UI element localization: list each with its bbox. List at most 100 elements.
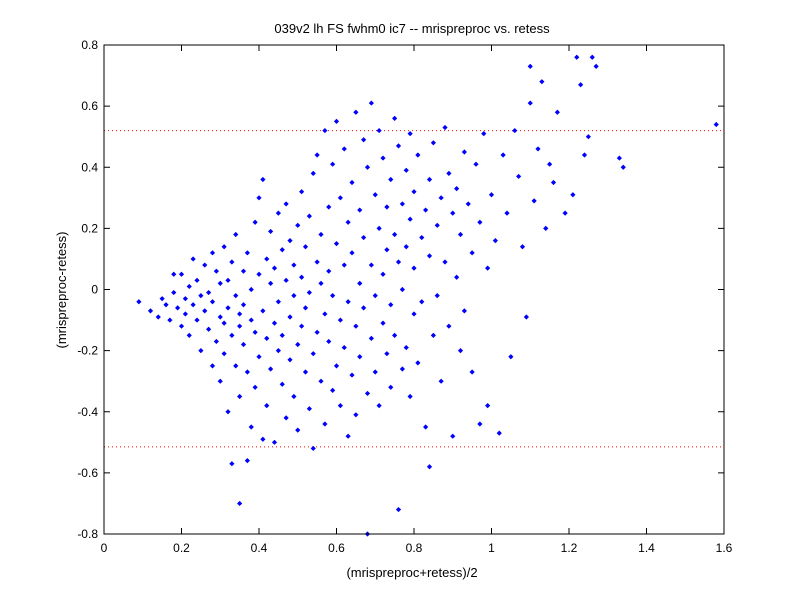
data-point (213, 338, 219, 345)
data-point (159, 296, 165, 302)
data-point (345, 299, 351, 305)
data-point (287, 357, 293, 363)
data-point (194, 317, 200, 323)
data-point (295, 427, 301, 433)
x-tick-label: 0.4 (251, 541, 268, 555)
data-point (322, 421, 328, 427)
data-point (349, 372, 355, 378)
x-tick-label: 1.4 (638, 541, 655, 555)
data-point (279, 332, 285, 338)
data-point (392, 332, 398, 338)
data-point (264, 403, 270, 409)
data-point (333, 118, 340, 125)
data-point (376, 403, 382, 409)
data-point (190, 256, 196, 262)
data-point (581, 152, 588, 158)
data-point (395, 143, 402, 149)
data-point (353, 109, 359, 115)
data-point (283, 201, 289, 207)
data-point (446, 170, 452, 176)
data-point (190, 302, 196, 308)
data-point (450, 433, 456, 439)
data-point (535, 146, 541, 152)
data-point (271, 439, 278, 445)
data-point (419, 234, 425, 241)
data-point (337, 317, 343, 323)
data-point (268, 228, 274, 235)
data-point (302, 244, 309, 250)
data-point (330, 161, 336, 167)
data-point (411, 311, 417, 317)
data-point (430, 140, 436, 146)
data-point (167, 317, 173, 323)
data-point (306, 406, 312, 412)
data-point (461, 308, 467, 314)
data-point (256, 354, 262, 360)
data-point (295, 341, 301, 348)
data-point (388, 302, 394, 308)
data-point (271, 320, 278, 326)
data-point (341, 344, 347, 351)
data-point (341, 262, 347, 268)
data-point (426, 176, 433, 183)
data-point (368, 100, 374, 106)
data-point (318, 378, 324, 384)
data-point (310, 351, 316, 357)
data-point (349, 250, 355, 256)
data-point (275, 299, 281, 305)
data-point (209, 299, 216, 305)
data-point (589, 54, 595, 60)
data-point (217, 378, 223, 384)
y-tick-label: -0.6 (77, 466, 98, 480)
x-tick-label: 0 (101, 541, 108, 555)
data-point (248, 286, 254, 293)
data-point (403, 167, 409, 173)
plot-area: 0 0.2 0.4 0.6 0.8 1 1.2 1.4 1.6 -0.8 -0.6 -0.4 -0.2 0… (77, 38, 732, 555)
data-point (264, 256, 270, 262)
data-point (353, 323, 359, 329)
data-point (194, 277, 200, 283)
data-point (438, 195, 444, 201)
data-point (302, 369, 309, 375)
data-point (384, 247, 390, 253)
data-point (186, 332, 192, 338)
data-point (233, 293, 239, 299)
data-point (326, 204, 332, 210)
data-point (229, 259, 235, 265)
data-point (264, 335, 270, 341)
data-point (175, 305, 181, 311)
data-point (469, 250, 475, 256)
data-point (461, 149, 467, 155)
data-point (399, 201, 405, 207)
data-point (136, 299, 142, 305)
data-point (543, 225, 549, 231)
data-point (392, 115, 398, 121)
data-point (206, 326, 212, 332)
data-point (244, 458, 250, 464)
data-point (407, 393, 413, 400)
y-tick-label: 0.8 (81, 38, 98, 52)
data-point (465, 201, 471, 207)
data-point (523, 314, 529, 320)
data-point (411, 265, 417, 271)
data-point (395, 259, 402, 265)
x-tick-label: 0.8 (406, 541, 423, 555)
data-point (434, 222, 440, 228)
data-point (519, 244, 526, 250)
data-point (403, 344, 409, 351)
data-point (531, 198, 537, 204)
data-point (415, 152, 421, 158)
data-point (330, 387, 336, 393)
data-point (426, 464, 433, 470)
data-point (361, 234, 367, 241)
data-point (585, 134, 591, 140)
y-axis-label: (mrispreproc-retess) (54, 231, 69, 348)
data-point (477, 219, 483, 225)
data-point (318, 280, 324, 286)
data-point (310, 445, 316, 452)
data-point (275, 210, 281, 216)
data-point (446, 323, 452, 329)
data-point (221, 244, 227, 250)
